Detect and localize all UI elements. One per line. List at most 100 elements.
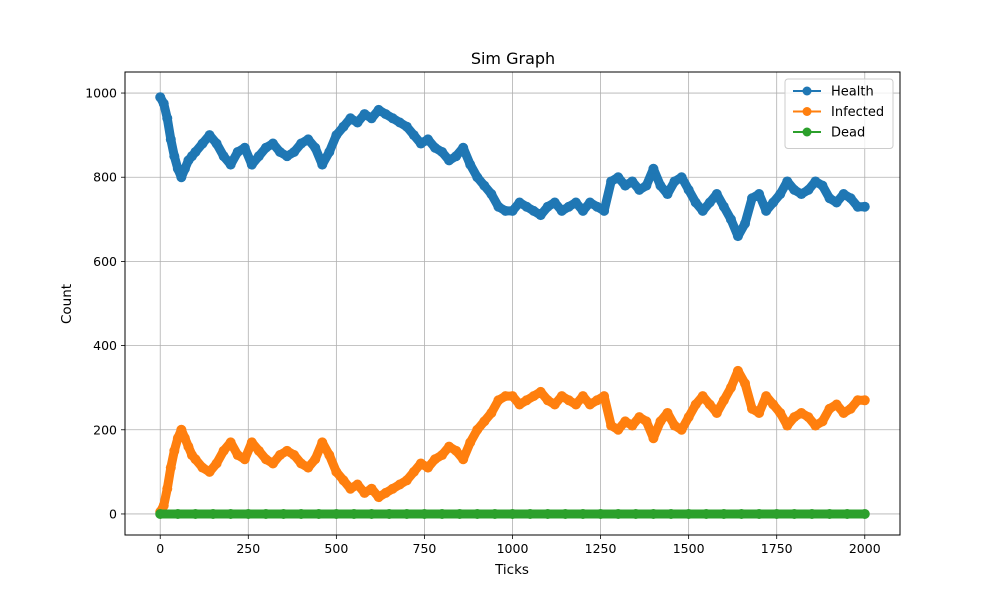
- dead-point: [718, 508, 729, 519]
- health-point: [158, 98, 169, 109]
- health-point: [401, 121, 412, 132]
- infected-point: [211, 458, 222, 469]
- legend-item-health: Health: [793, 85, 874, 100]
- dead-point: [701, 508, 712, 519]
- infected-point: [338, 475, 349, 486]
- health-point: [366, 113, 377, 124]
- health-point: [683, 184, 694, 195]
- x-tick-label: 1250: [585, 541, 617, 556]
- dead-point: [155, 508, 166, 519]
- health-point: [740, 218, 750, 229]
- dead-point: [806, 508, 817, 519]
- health-point: [239, 142, 250, 153]
- x-tick-label: 750: [413, 541, 437, 556]
- infected-point: [676, 424, 687, 435]
- health-point: [169, 151, 180, 162]
- dead-point: [859, 508, 870, 519]
- infected-point: [324, 450, 335, 461]
- dead-point: [754, 508, 765, 519]
- legend-item-infected: Infected: [793, 105, 884, 120]
- dead-point: [313, 508, 324, 519]
- infected-point: [303, 462, 314, 473]
- health-point: [859, 201, 870, 212]
- dead-point: [419, 508, 430, 519]
- health-point: [690, 197, 701, 208]
- health-point: [711, 189, 722, 200]
- health-point: [627, 176, 638, 187]
- health-point: [211, 138, 222, 149]
- series-dead: [155, 508, 870, 519]
- health-point: [725, 214, 736, 225]
- x-tick-label: 500: [324, 541, 348, 556]
- health-point: [754, 189, 765, 200]
- dead-point: [401, 508, 412, 519]
- infected-point: [683, 412, 694, 423]
- health-point: [655, 180, 666, 191]
- dead-point: [824, 508, 835, 519]
- legend: Health Infected Dead: [784, 78, 894, 149]
- health-line: [155, 92, 870, 241]
- health-point: [500, 205, 511, 216]
- legend-item-dead: Dead: [793, 126, 865, 141]
- infected-point: [662, 407, 673, 418]
- infected-point: [577, 391, 588, 402]
- health-point: [599, 205, 610, 216]
- health-point: [162, 113, 173, 124]
- health-point: [570, 197, 581, 208]
- health-point: [479, 180, 490, 191]
- dead-point: [366, 508, 377, 519]
- infected-point: [183, 441, 194, 452]
- health-point: [732, 231, 743, 242]
- dead-point: [172, 508, 183, 519]
- health-point: [165, 134, 176, 145]
- dead-point: [525, 508, 536, 519]
- infected-point: [162, 483, 173, 494]
- infected-point: [570, 399, 581, 410]
- health-point: [179, 163, 190, 174]
- x-axis-label: Ticks: [494, 562, 529, 578]
- dead-point: [489, 508, 500, 519]
- dead-point: [789, 508, 800, 519]
- dead-point: [296, 508, 307, 519]
- infected-point: [451, 445, 462, 456]
- legend-label: Dead: [831, 126, 865, 141]
- infected-point: [655, 416, 666, 427]
- health-point: [852, 201, 863, 212]
- dead-point: [683, 508, 694, 519]
- infected-point: [782, 420, 793, 431]
- y-tick-label: 1000: [85, 86, 117, 101]
- health-point: [507, 205, 518, 216]
- infected-point: [225, 437, 236, 448]
- infected-point: [648, 433, 659, 444]
- dead-point: [278, 508, 289, 519]
- series-layer: [155, 92, 870, 519]
- health-point: [641, 180, 652, 191]
- infected-point: [845, 403, 856, 414]
- infected-point: [725, 382, 736, 393]
- health-point: [782, 176, 793, 187]
- health-point: [176, 172, 187, 183]
- dead-point: [648, 508, 659, 519]
- y-tick-label: 400: [93, 338, 117, 353]
- dead-point: [577, 508, 588, 519]
- health-point: [845, 193, 856, 204]
- dead-point: [542, 508, 553, 519]
- health-point: [704, 197, 715, 208]
- health-point: [253, 151, 264, 162]
- y-tick-label: 200: [93, 422, 117, 437]
- infected-point: [690, 399, 701, 410]
- health-point: [303, 134, 314, 145]
- infected-point: [253, 445, 264, 456]
- dead-point: [260, 508, 271, 519]
- infected-point: [165, 462, 176, 473]
- infected-point: [817, 416, 828, 427]
- infected-point: [437, 450, 448, 461]
- health-point: [465, 159, 476, 170]
- legend-label: Infected: [831, 105, 884, 120]
- dead-point: [842, 508, 853, 519]
- infected-point: [158, 500, 169, 511]
- health-point: [338, 121, 349, 132]
- series-health: [155, 92, 870, 242]
- y-tick-label: 600: [93, 254, 117, 269]
